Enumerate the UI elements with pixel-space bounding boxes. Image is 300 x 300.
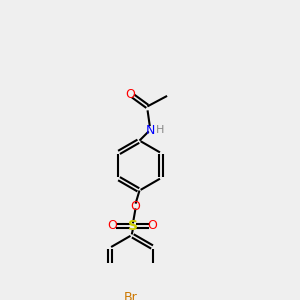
Text: H: H <box>156 125 164 135</box>
Text: O: O <box>148 220 158 232</box>
Text: Br: Br <box>123 291 137 300</box>
Text: N: N <box>145 124 155 136</box>
Text: O: O <box>130 200 140 213</box>
Text: O: O <box>107 220 117 232</box>
Text: O: O <box>125 88 135 101</box>
Text: S: S <box>128 219 138 233</box>
